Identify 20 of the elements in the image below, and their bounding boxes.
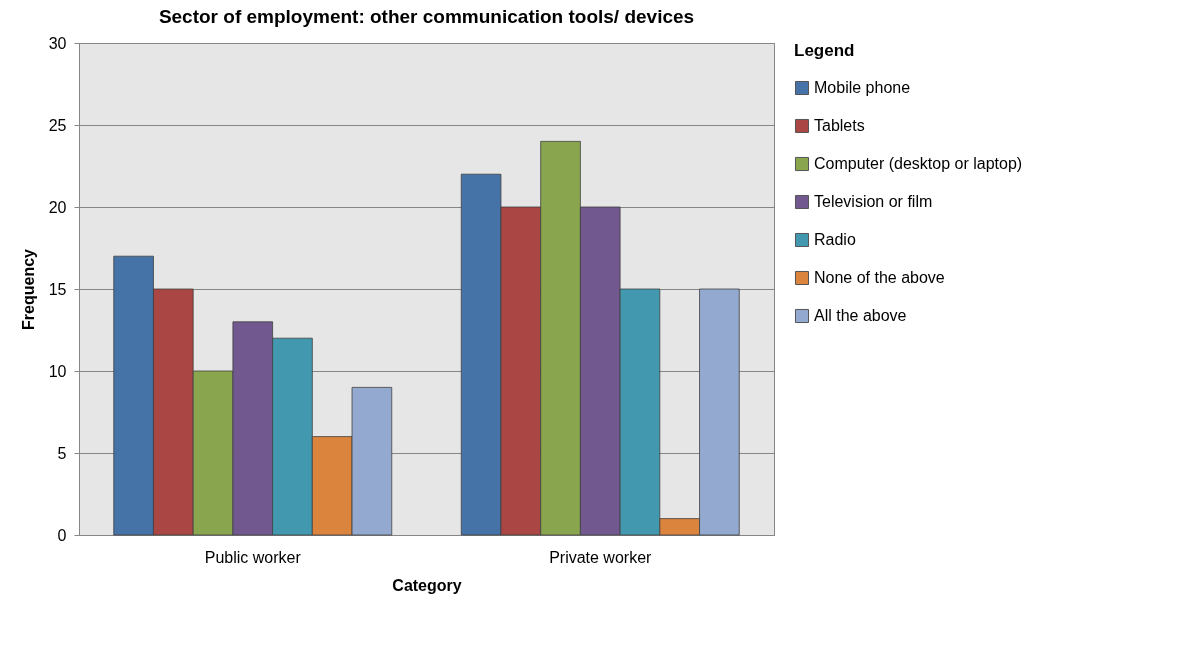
y-axis-title: Frequency — [19, 248, 37, 330]
chart-title: Sector of employment: other communication tools/ devices — [158, 6, 695, 27]
x-tick-label: Private worker — [549, 548, 653, 566]
legend-label: Computer (desktop or laptop) — [814, 155, 1023, 172]
y-tick-label: 20 — [48, 198, 67, 216]
legend-label: Television or film — [814, 193, 933, 210]
x-axis-title: Category — [392, 576, 462, 594]
y-tick-label: 15 — [48, 280, 67, 298]
legend-label: Mobile phone — [814, 79, 911, 96]
y-tick-label: 30 — [48, 34, 67, 52]
legend-label: Radio — [814, 231, 856, 248]
y-tick-label: 5 — [57, 444, 67, 462]
y-tick-label: 25 — [48, 116, 67, 134]
y-tick-label: 0 — [57, 526, 67, 544]
legend-label: None of the above — [814, 269, 945, 286]
legend-label: All the above — [814, 307, 907, 324]
x-tick-label: Public worker — [204, 548, 302, 566]
legend-title: Legend — [794, 41, 855, 60]
legend-label: Tablets — [814, 117, 865, 134]
y-tick-label: 10 — [48, 362, 67, 380]
